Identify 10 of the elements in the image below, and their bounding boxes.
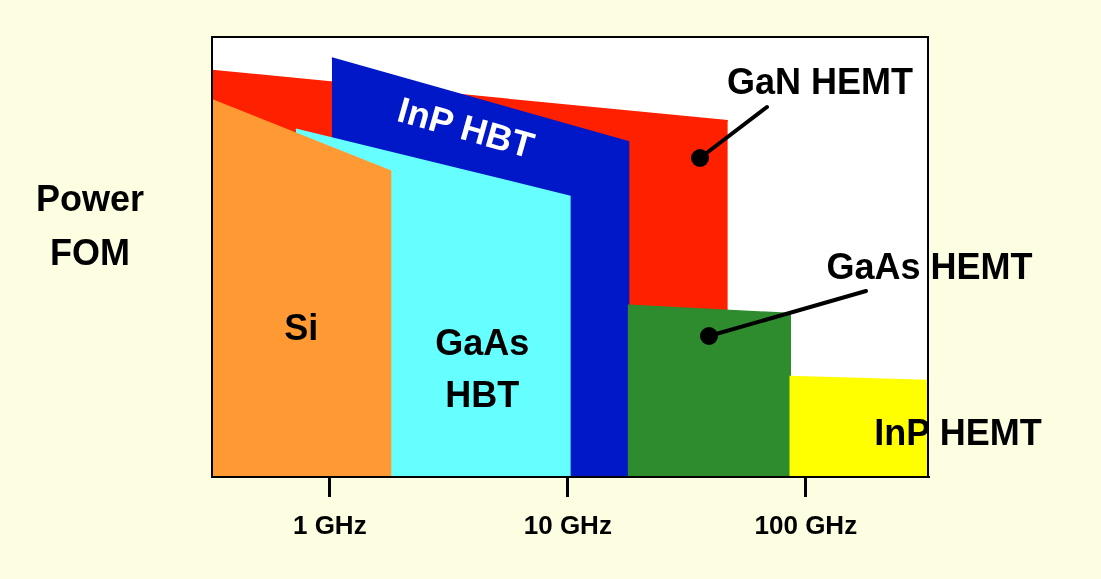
series-label: Si: [284, 307, 319, 349]
series-label: GaAs HEMT: [826, 246, 1033, 288]
series-label: InP HBT: [393, 88, 539, 167]
x-tick-label: 100 GHz: [754, 509, 858, 540]
x-tick-label: 1 GHz: [292, 509, 367, 540]
x-tick-label: 10 GHz: [523, 509, 612, 540]
series-label: InP HEMT: [874, 412, 1042, 454]
series-label: GaN HEMT: [726, 61, 913, 103]
y-axis-title: Power FOM: [34, 177, 145, 275]
series-label: GaAs HBT: [435, 322, 530, 416]
